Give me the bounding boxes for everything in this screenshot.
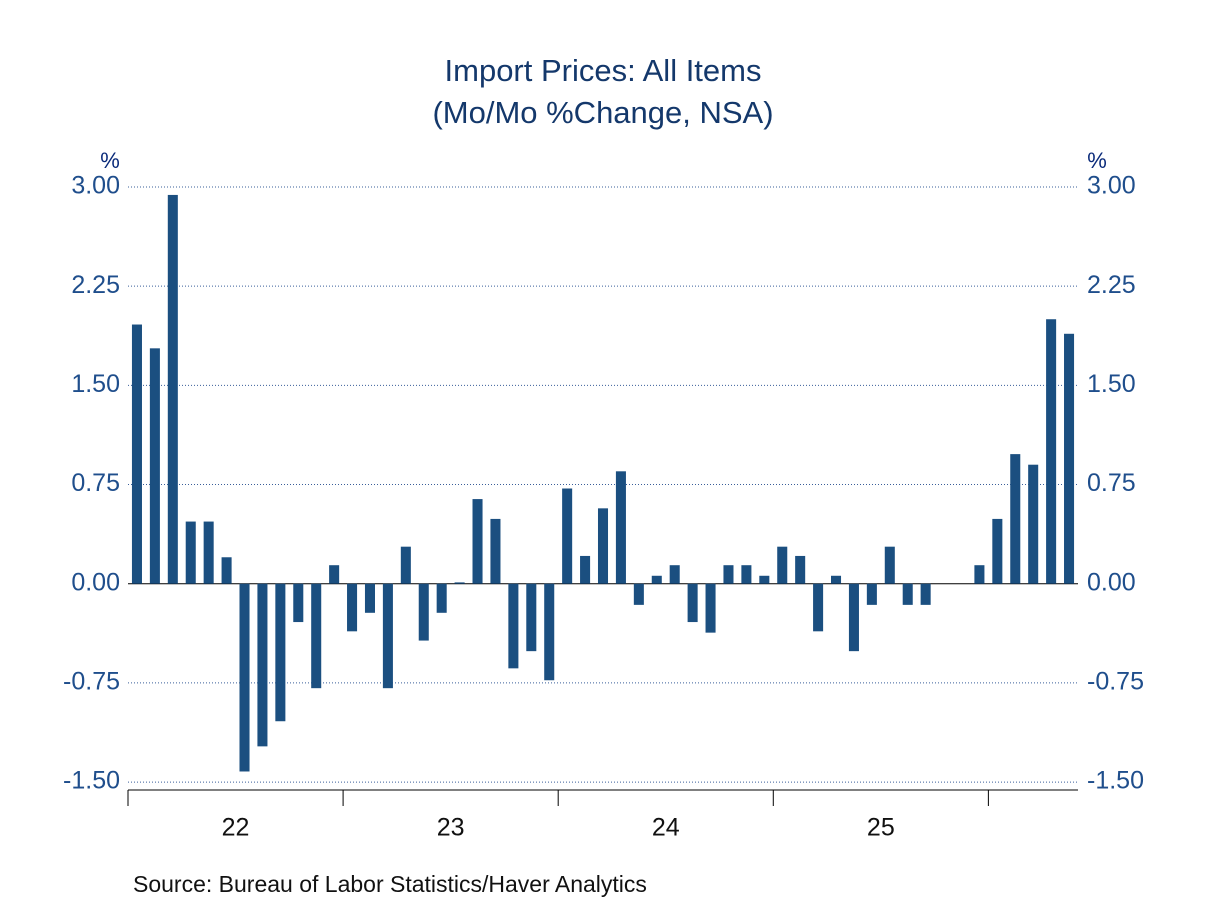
y-tick-label: 1.50 xyxy=(71,370,120,398)
bar xyxy=(831,575,842,584)
bar xyxy=(795,555,806,584)
chart-title: Import Prices: All Items xyxy=(445,53,762,88)
bar xyxy=(293,583,304,623)
y2-tick-label: 3.00 xyxy=(1087,172,1136,200)
bar xyxy=(490,518,501,584)
bar xyxy=(633,583,644,605)
bar xyxy=(992,518,1003,584)
bar xyxy=(472,499,483,584)
bar xyxy=(257,583,268,747)
y2-tick-label: 1.50 xyxy=(1087,370,1136,398)
bar xyxy=(813,583,824,632)
bar xyxy=(364,583,375,613)
y-tick-label: -1.50 xyxy=(63,767,120,795)
bar xyxy=(884,546,895,584)
bar xyxy=(221,557,232,584)
y-unit: % xyxy=(100,148,120,173)
x-tick-label: 22 xyxy=(222,814,250,842)
bar xyxy=(167,194,178,584)
y2-tick-label: 2.25 xyxy=(1087,271,1136,299)
bar xyxy=(723,565,734,584)
bar xyxy=(902,583,913,605)
bar xyxy=(1010,454,1021,584)
bar xyxy=(580,555,591,584)
y2-tick-label: -0.75 xyxy=(1087,667,1144,695)
bar xyxy=(1046,319,1057,584)
bar xyxy=(526,583,537,652)
bar xyxy=(687,583,698,623)
bar xyxy=(974,565,985,584)
x-tick-label: 25 xyxy=(867,814,895,842)
bar xyxy=(759,575,770,584)
bar xyxy=(544,583,555,681)
bar xyxy=(149,348,160,584)
bar xyxy=(741,565,752,584)
bar xyxy=(669,565,680,584)
bar xyxy=(651,575,662,584)
bar xyxy=(920,583,931,605)
bar xyxy=(275,583,286,722)
bar xyxy=(454,582,465,584)
bar xyxy=(562,488,573,584)
bar xyxy=(866,583,877,605)
y2-tick-label: 0.75 xyxy=(1087,469,1136,497)
y2-unit: % xyxy=(1087,148,1107,173)
bar xyxy=(508,583,519,669)
bar xyxy=(777,546,788,584)
bar xyxy=(203,521,214,584)
bar xyxy=(1028,464,1039,584)
y-tick-label: 3.00 xyxy=(71,172,120,200)
bar xyxy=(418,583,429,641)
bar xyxy=(705,583,716,633)
y-tick-label: 0.75 xyxy=(71,469,120,497)
y-tick-label: -0.75 xyxy=(63,667,120,695)
bar xyxy=(329,565,340,584)
y2-tick-label: 0.00 xyxy=(1087,568,1136,596)
bar xyxy=(1064,333,1075,584)
bar xyxy=(311,583,322,689)
bar xyxy=(382,583,393,689)
chart-subtitle: (Mo/Mo %Change, NSA) xyxy=(432,95,773,130)
y2-tick-label: -1.50 xyxy=(1087,767,1144,795)
bar xyxy=(615,471,626,584)
bar xyxy=(347,583,358,632)
bar xyxy=(436,583,447,613)
bar xyxy=(848,583,859,652)
bar xyxy=(185,521,196,584)
bar xyxy=(400,546,411,584)
x-tick-label: 24 xyxy=(652,814,680,842)
source: Source: Bureau of Labor Statistics/Haver… xyxy=(133,871,647,897)
bar xyxy=(239,583,250,772)
y-tick-label: 0.00 xyxy=(71,568,120,596)
bar xyxy=(597,508,609,584)
y-tick-label: 2.25 xyxy=(71,271,120,299)
x-tick-label: 23 xyxy=(437,814,465,842)
bar xyxy=(131,324,142,584)
